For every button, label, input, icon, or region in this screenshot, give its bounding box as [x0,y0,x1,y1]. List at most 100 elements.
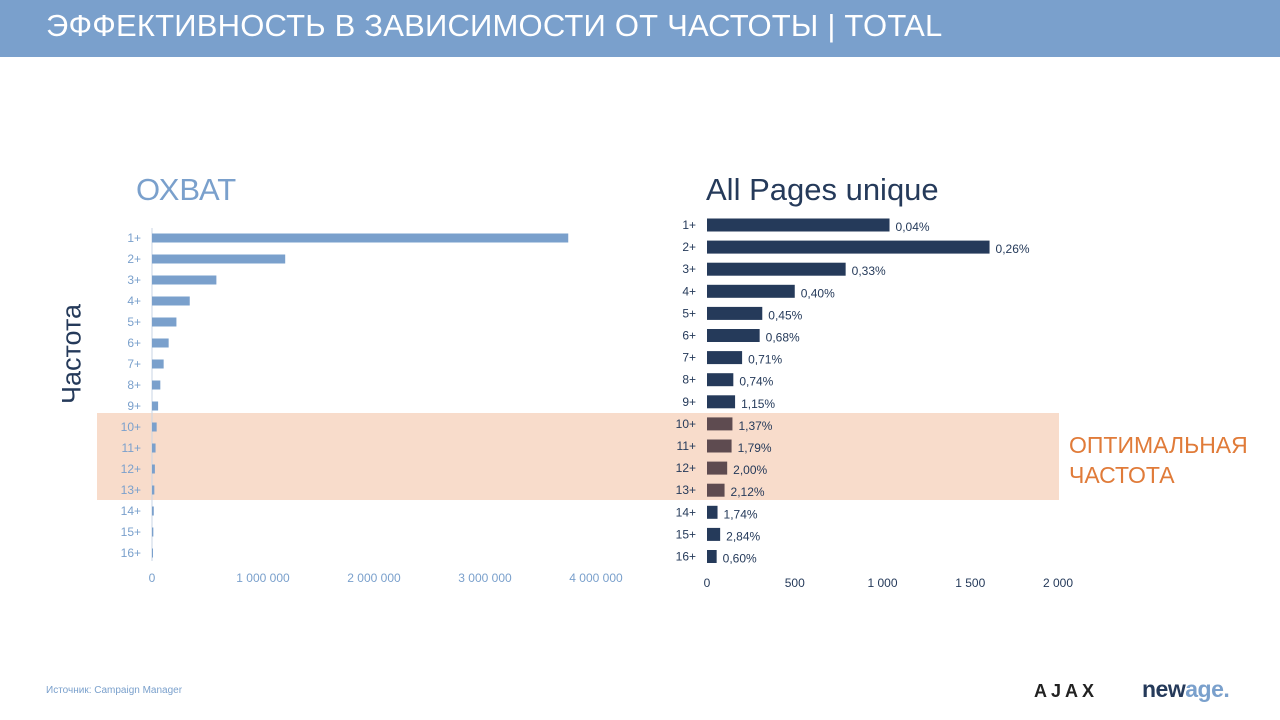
pages-data-label: 0,71% [748,353,782,367]
pages-bar [707,240,990,254]
reach-bar [152,296,190,306]
pages-category-label: 8+ [682,373,696,387]
pages-bar [707,417,733,431]
reach-category-label: 8+ [127,378,141,392]
pages-category-label: 13+ [676,483,696,497]
pages-data-label: 0,26% [996,242,1030,256]
pages-bar [707,329,760,342]
reach-category-label: 5+ [127,315,141,329]
reach-bar [152,464,155,474]
reach-x-tick-label: 4 000 000 [569,571,623,585]
pages-data-label: 0,60% [723,552,757,566]
pages-category-label: 5+ [682,306,696,320]
reach-bar [152,338,169,348]
pages-bar [707,550,717,563]
pages-bar [707,373,734,387]
pages-chart-title: All Pages unique [706,172,939,207]
pages-category-label: 16+ [676,550,696,564]
newage-logo: newage. [1142,676,1230,703]
pages-category-label: 14+ [676,505,696,519]
pages-category-label: 12+ [676,461,696,475]
pages-bar [707,306,763,320]
reach-bar [152,506,154,516]
reach-bar [152,380,161,390]
reach-bar [152,485,155,495]
pages-data-label: 0,40% [801,286,835,300]
pages-category-label: 15+ [676,527,696,541]
pages-data-label: 0,33% [852,264,886,278]
pages-data-label: 1,15% [741,397,775,411]
header-bar: ЭФФЕКТИВНОСТЬ В ЗАВИСИМОСТИ ОТ ЧАСТОТЫ |… [0,0,1280,57]
reach-bar [152,317,177,327]
pages-data-label: 0,74% [739,375,773,389]
pages-category-label: 10+ [676,417,696,431]
source-note: Источник: Campaign Manager [46,685,183,696]
optimal-frequency-label: ОПТИМАЛЬНАЯ ЧАСТОТА [1069,430,1248,490]
pages-category-label: 9+ [682,395,696,409]
reach-x-tick-label: 2 000 000 [347,571,401,585]
pages-data-label: 2,12% [731,485,765,499]
pages-bar [707,461,728,475]
pages-category-label: 6+ [682,329,696,343]
pages-category-label: 11+ [677,439,696,453]
reach-chart-title: ОХВАТ [136,172,237,207]
reach-bar [152,443,156,453]
reach-bar [152,254,286,264]
reach-category-label: 6+ [127,336,141,350]
newage-logo-new: new [1142,676,1186,702]
pages-x-tick-label: 0 [704,576,711,590]
pages-bar [707,527,721,541]
pages-bar [707,284,795,298]
pages-bar [707,395,736,409]
pages-x-tick-label: 500 [785,576,805,590]
reach-category-label: 12+ [121,462,141,476]
reach-category-label: 11+ [122,441,141,455]
pages-category-label: 4+ [682,284,696,298]
ajax-logo: AJAX [1034,681,1099,701]
optimal-label-line1: ОПТИМАЛЬНАЯ [1069,432,1248,458]
pages-data-label: 2,84% [726,529,760,543]
reach-bar [152,422,157,432]
pages-bar [707,439,732,453]
reach-x-tick-label: 1 000 000 [236,571,290,585]
pages-bar [707,505,718,519]
pages-data-label: 1,37% [738,419,772,433]
reach-bar [152,275,217,285]
page-title: ЭФФЕКТИВНОСТЬ В ЗАВИСИМОСТИ ОТ ЧАСТОТЫ |… [46,8,943,43]
pages-data-label: 1,74% [724,507,758,521]
reach-x-tick-label: 3 000 000 [458,571,512,585]
reach-bar [152,548,153,558]
pages-data-label: 2,00% [733,463,767,477]
pages-x-tick-label: 2 000 [1043,576,1073,590]
pages-bar [707,483,725,497]
reach-category-label: 3+ [127,273,141,287]
optimal-label-line2: ЧАСТОТА [1069,462,1175,488]
reach-category-label: 7+ [127,357,141,371]
newage-logo-age: age [1185,676,1224,702]
reach-x-tick-label: 0 [149,571,156,585]
reach-category-label: 1+ [127,231,141,245]
reach-category-label: 14+ [121,504,141,518]
reach-bar [152,527,154,537]
pages-data-label: 0,68% [766,331,800,345]
reach-category-label: 13+ [121,483,141,497]
pages-data-label: 1,79% [738,441,772,455]
pages-bar [707,351,743,365]
pages-category-label: 3+ [682,262,696,276]
reach-category-label: 16+ [121,546,141,560]
pages-category-label: 7+ [682,351,696,365]
reach-category-label: 2+ [127,252,141,266]
reach-category-label: 9+ [127,399,141,413]
pages-data-label: 0,04% [896,220,930,234]
reach-bar [152,359,164,369]
pages-data-label: 0,45% [768,308,802,322]
pages-bar [707,218,890,232]
pages-x-tick-label: 1 000 [867,576,897,590]
newage-logo-dot: . [1223,676,1230,702]
reach-category-label: 4+ [127,294,141,308]
pages-category-label: 2+ [682,240,696,254]
pages-category-label: 1+ [682,218,696,232]
pages-x-tick-label: 1 500 [955,576,985,590]
reach-bar [152,233,569,243]
